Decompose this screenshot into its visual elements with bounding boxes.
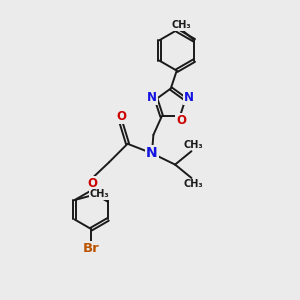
Text: O: O [176,113,186,127]
Text: CH₃: CH₃ [183,179,203,190]
Text: N: N [147,91,157,104]
Text: CH₃: CH₃ [183,140,203,150]
Text: O: O [87,176,97,190]
Text: N: N [146,146,158,160]
Text: Br: Br [83,242,100,256]
Text: N: N [184,91,194,104]
Text: CH₃: CH₃ [89,189,109,199]
Text: O: O [116,110,126,123]
Text: CH₃: CH₃ [172,20,191,30]
